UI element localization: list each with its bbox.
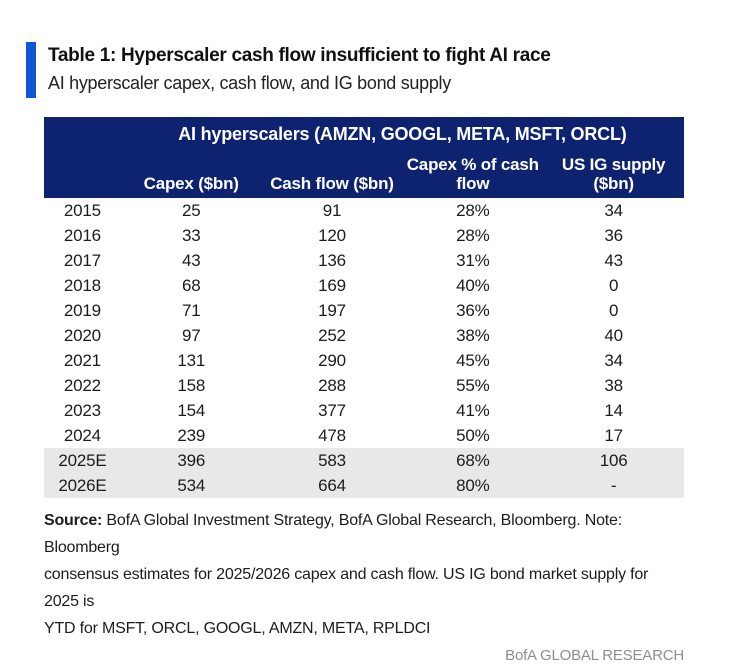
brand-row: BofA GLOBAL RESEARCH [44,647,684,665]
cell-us_ig: 0 [608,275,619,295]
cell-us_ig: 43 [604,250,623,270]
source-line3: YTD for MSFT, ORCL, GOOGL, AMZN, META, R… [44,620,431,637]
report-snippet: Table 1: Hyperscaler cash flow insuffici… [0,42,750,664]
table-row: 2024 239 478 50% 17 [44,423,684,448]
data-table: AI hyperscalers (AMZN, GOOGL, META, MSFT… [44,117,684,498]
cell-year: 2023 [63,400,101,420]
cell-year: 2018 [63,275,101,295]
cell-capex: 239 [177,425,206,445]
cell-capex: 131 [177,350,206,370]
table-row: 2022 158 288 55% 38 [44,373,684,398]
cell-capex_pct: 38% [456,325,490,345]
source-line1: BofA Global Investment Strategy, BofA Gl… [44,512,622,556]
table-row: 2026E 534 664 80% - [44,473,684,498]
cell-us_ig: 40 [604,325,623,345]
cell-year: 2017 [63,250,101,270]
cell-cash_flow: 197 [318,300,346,320]
cell-year: 2025E [44,448,121,473]
cell-capex: 33 [181,225,201,245]
table-row: 2019 71 197 36% 0 [44,298,684,323]
cell-cash_flow: 252 [318,325,346,345]
table-row: 2016 33 120 28% 36 [44,223,684,248]
cell-us_ig: 17 [604,425,623,445]
group-header-spacer [44,117,121,147]
table-body: 2015 25 91 28% 34 2016 33 120 28% 36 2017 43 136 31% 4… [44,198,684,498]
cell-cash_flow: 377 [318,400,346,420]
cell-year: 2016 [63,225,101,245]
brand-label: BofA GLOBAL RESEARCH [505,647,684,664]
cell-us_ig: 106 [543,448,684,473]
table-title: Table 1: Hyperscaler cash flow insuffici… [48,45,551,66]
cell-capex_pct: 41% [456,400,490,420]
cell-cash_flow: 120 [318,225,346,245]
cell-capex_pct: 80% [402,473,544,498]
title-block: Table 1: Hyperscaler cash flow insuffici… [26,42,750,98]
cell-capex_pct: 50% [456,425,490,445]
table-row: 2018 68 169 40% 0 [44,273,684,298]
cell-capex: 25 [181,200,201,220]
cell-capex: 154 [177,400,206,420]
cell-capex: 97 [181,325,201,345]
cell-year: 2020 [63,325,101,345]
cell-capex: 43 [181,250,201,270]
cell-capex: 71 [181,300,201,320]
source-line2: consensus estimates for 2025/2026 capex … [44,566,649,610]
cell-capex_pct: 31% [456,250,490,270]
source-note: Source: BofA Global Investment Strategy,… [44,507,684,642]
cell-cash_flow: 169 [318,275,346,295]
title-accent-bar [26,42,36,98]
col-header-us-ig: US IG supply ($bn) [543,147,684,198]
cell-capex_pct: 55% [456,375,490,395]
cell-capex_pct: 36% [456,300,490,320]
cell-cash_flow: 290 [318,350,346,370]
cell-cash_flow: 664 [261,473,403,498]
cell-capex: 158 [177,375,206,395]
table-header: AI hyperscalers (AMZN, GOOGL, META, MSFT… [44,117,684,198]
cell-capex_pct: 40% [456,275,490,295]
col-header-capex: Capex ($bn) [120,147,262,198]
table-subtitle: AI hyperscaler capex, cash flow, and IG … [48,73,451,93]
cell-cash_flow: 583 [261,448,403,473]
cell-capex: 396 [120,448,262,473]
cell-year: 2022 [63,375,101,395]
table-row: 2020 97 252 38% 40 [44,323,684,348]
cell-cash_flow: 478 [318,425,346,445]
cell-capex_pct: 28% [456,200,490,220]
cell-year: 2019 [63,300,101,320]
cell-capex: 68 [181,275,201,295]
cell-us_ig: 0 [608,300,619,320]
cell-cash_flow: 91 [322,200,342,220]
title-texts: Table 1: Hyperscaler cash flow insuffici… [48,42,551,98]
cell-capex: 534 [120,473,262,498]
cell-cash_flow: 288 [318,375,346,395]
cell-us_ig: 34 [604,350,623,370]
cell-year: 2024 [63,425,101,445]
cell-cash_flow: 136 [318,250,346,270]
group-header-row: AI hyperscalers (AMZN, GOOGL, META, MSFT… [44,117,684,147]
table-row: 2017 43 136 31% 43 [44,248,684,273]
cell-year: 2026E [44,473,121,498]
cell-us_ig: 34 [604,200,623,220]
cell-us_ig: 38 [604,375,623,395]
cell-us_ig: 14 [604,400,623,420]
col-header-capex-pct: Capex % of cash flow [402,147,544,198]
cell-capex_pct: 28% [456,225,490,245]
source-label: Source: [44,512,103,529]
col-header-cash-flow: Cash flow ($bn) [261,147,403,198]
col-header-year [44,147,121,198]
cell-capex_pct: 68% [402,448,544,473]
table-row: 2021 131 290 45% 34 [44,348,684,373]
table-row: 2015 25 91 28% 34 [44,198,684,223]
cell-us_ig: 36 [604,225,623,245]
group-header: AI hyperscalers (AMZN, GOOGL, META, MSFT… [120,117,684,147]
cell-capex_pct: 45% [456,350,490,370]
table-row: 2023 154 377 41% 14 [44,398,684,423]
cell-us_ig: - [543,473,684,498]
cell-year: 2015 [63,200,101,220]
cell-year: 2021 [63,350,101,370]
column-header-row: Capex ($bn) Cash flow ($bn) Capex % of c… [44,147,684,198]
table-row: 2025E 396 583 68% 106 [44,448,684,473]
